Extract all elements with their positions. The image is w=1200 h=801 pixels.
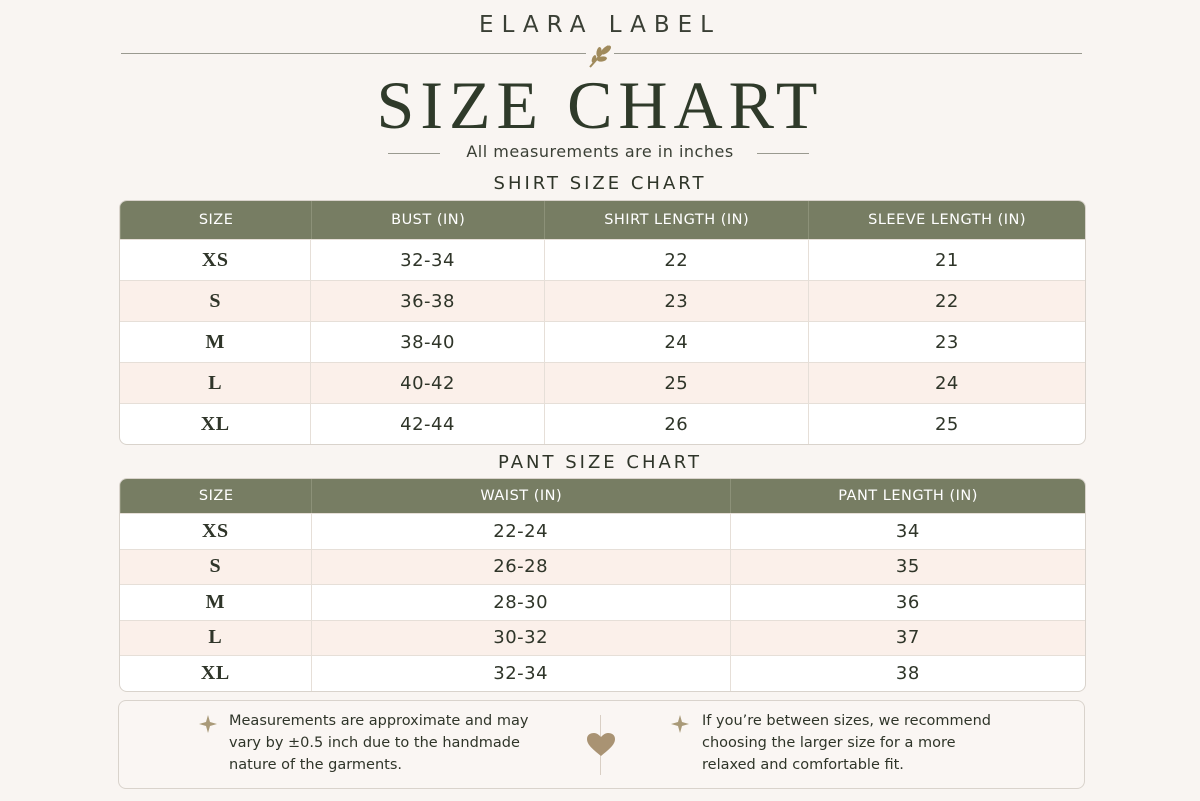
table-row: XS 32-34 22 21 [120, 239, 1085, 280]
size-cell: S [209, 555, 222, 578]
size-cell: L [208, 371, 223, 394]
table-cell: 24 [807, 363, 1085, 403]
table-cell: 24 [543, 322, 808, 362]
size-cell: XS [202, 519, 229, 542]
column-header: SIZE [120, 479, 311, 513]
note: If you’re between sizes, we recommend ch… [702, 713, 991, 773]
table-title: PANT SIZE CHART [498, 452, 702, 473]
table-cell: 36-38 [310, 281, 543, 321]
table-cell: 32-34 [310, 656, 730, 691]
table-row: S 36-38 23 22 [120, 280, 1085, 321]
column-header: PANT LENGTH (IN) [730, 479, 1085, 513]
table-row: S 26-28 35 [120, 548, 1085, 584]
table-row: XL 32-34 38 [120, 655, 1085, 691]
table-row: L 40-42 25 24 [120, 362, 1085, 403]
divider [388, 153, 440, 154]
table-cell: 37 [729, 620, 1085, 655]
table-cell: 30-32 [310, 620, 730, 655]
table-cell: 25 [807, 404, 1085, 444]
divider [757, 153, 809, 154]
header-row: SIZE BUST (IN) SHIRT LENGTH (IN) SLEEVE LEN… [120, 201, 1085, 239]
note: Measurements are approximate and may var… [229, 713, 529, 773]
size-cell: M [205, 330, 225, 353]
sparkle-icon [199, 715, 217, 733]
table-cell: 23 [543, 281, 808, 321]
table-cell: 42-44 [310, 404, 543, 444]
column-header: SLEEVE LENGTH (IN) [808, 201, 1085, 239]
table-cell: 22-24 [310, 514, 730, 549]
table-cell: 28-30 [310, 585, 730, 620]
table-cell: 26-28 [310, 549, 730, 584]
column-header: BUST (IN) [311, 201, 544, 239]
column-header: WAIST (IN) [311, 479, 730, 513]
table-cell: 22 [807, 281, 1085, 321]
divider [121, 53, 586, 54]
table-cell: 34 [729, 514, 1085, 549]
table-cell: 26 [543, 404, 808, 444]
table-cell: 38 [729, 656, 1085, 691]
divider [614, 53, 1082, 54]
table-row: M 28-30 36 [120, 584, 1085, 620]
brand: ELARA LABEL [479, 12, 721, 38]
table-cell: 40-42 [310, 363, 543, 403]
size-cell: M [205, 590, 225, 613]
table-cell: 21 [807, 240, 1085, 280]
table-cell: 36 [729, 585, 1085, 620]
table-cell: 32-34 [310, 240, 543, 280]
sparkle-icon [671, 715, 689, 733]
pant-table: SIZE WAIST (IN) PANT LENGTH (IN) XS 22-24 34 S… [119, 478, 1086, 692]
shirt-table: SIZE BUST (IN) SHIRT LENGTH (IN) SLEEVE LEN… [119, 200, 1086, 445]
heart-icon [587, 733, 615, 756]
size-cell: XL [200, 661, 230, 684]
table-cell: 35 [729, 549, 1085, 584]
column-header: SIZE [120, 201, 311, 239]
header-row: SIZE WAIST (IN) PANT LENGTH (IN) [120, 479, 1085, 513]
size-cell: XS [201, 248, 229, 271]
table-row: XL 42-44 26 25 [120, 403, 1085, 444]
size-cell: S [209, 289, 222, 312]
table-row: L 30-32 37 [120, 619, 1085, 655]
subtitle: All measurements are in inches [466, 142, 734, 161]
table-cell: 38-40 [310, 322, 543, 362]
column-header: SHIRT LENGTH (IN) [544, 201, 808, 239]
leaf-icon [589, 45, 611, 68]
table-row: XS 22-24 34 [120, 513, 1085, 549]
table-title: SHIRT SIZE CHART [493, 173, 707, 194]
notes-box: Measurements are approximate and may var… [118, 700, 1085, 789]
size-cell: XL [200, 412, 230, 435]
table-cell: 25 [543, 363, 808, 403]
table-row: M 38-40 24 23 [120, 321, 1085, 362]
size-cell: L [208, 626, 223, 649]
table-cell: 22 [543, 240, 808, 280]
table-cell: 23 [807, 322, 1085, 362]
title: SIZE CHART [376, 67, 824, 143]
